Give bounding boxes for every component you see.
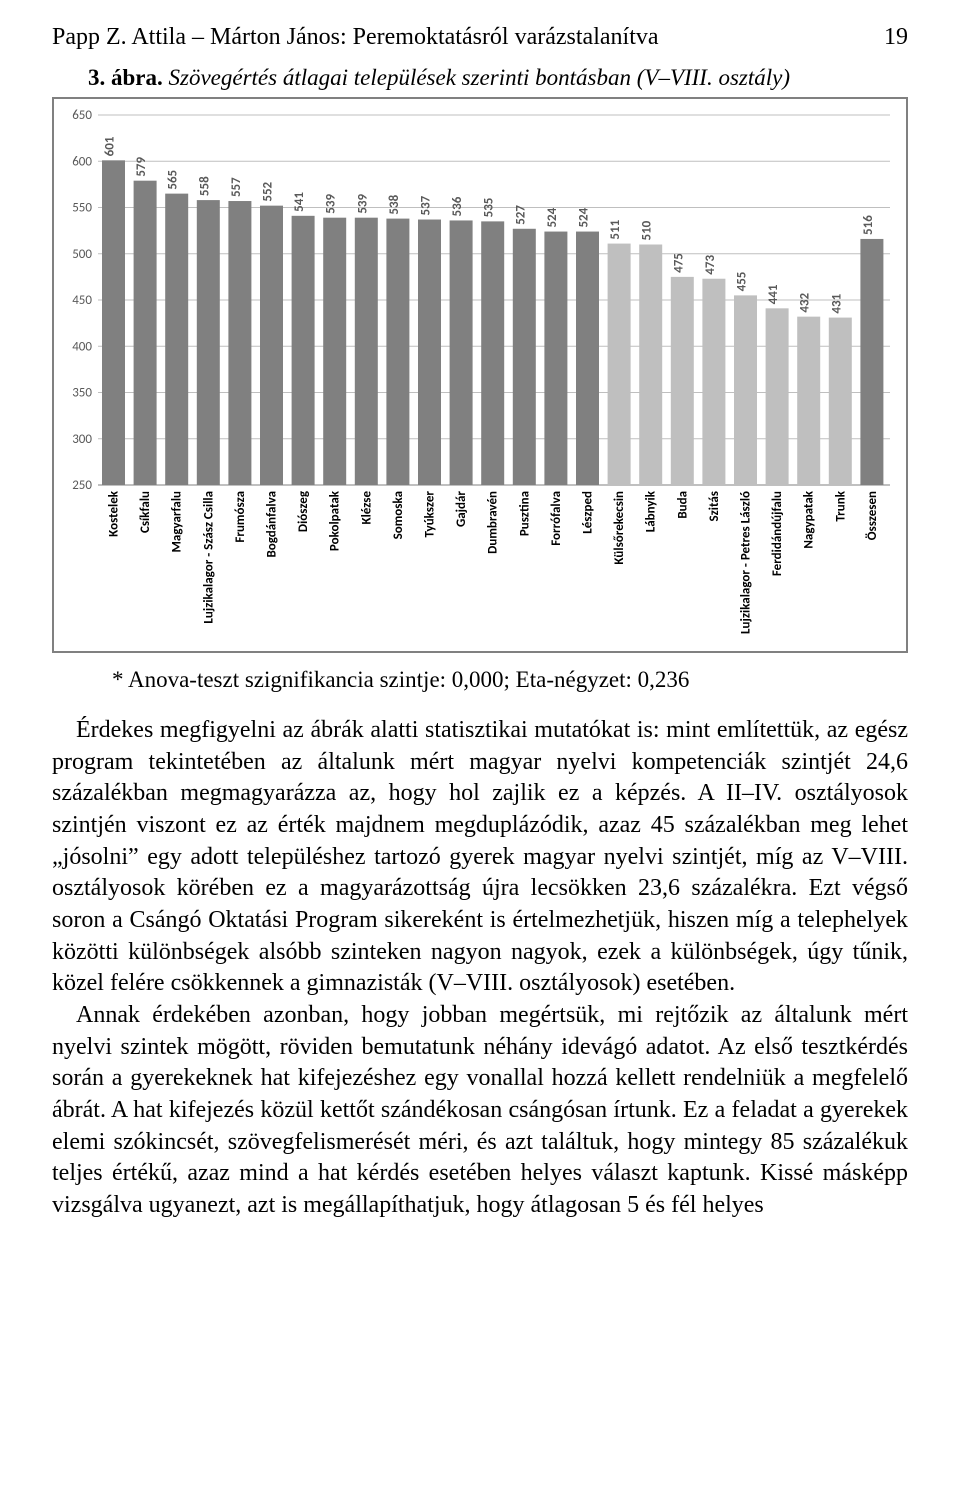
svg-text:Trunk: Trunk: [833, 490, 848, 521]
svg-text:536: 536: [450, 196, 465, 216]
svg-text:511: 511: [608, 219, 623, 239]
svg-text:550: 550: [72, 201, 92, 216]
running-title: Papp Z. Attila – Márton János: Peremokta…: [52, 24, 870, 51]
svg-text:400: 400: [72, 339, 92, 354]
svg-text:Szitás: Szitás: [707, 491, 722, 522]
svg-text:565: 565: [166, 170, 181, 190]
svg-text:Ferdidándújfalu: Ferdidándújfalu: [770, 491, 785, 576]
page-number: 19: [884, 24, 908, 51]
svg-text:Kostelek: Kostelek: [107, 490, 122, 537]
running-head: Papp Z. Attila – Márton János: Peremokta…: [52, 24, 908, 51]
svg-text:537: 537: [419, 195, 434, 215]
svg-text:475: 475: [671, 253, 686, 273]
svg-text:539: 539: [355, 193, 370, 213]
svg-text:601: 601: [103, 136, 118, 156]
svg-text:Összesen: Összesen: [864, 491, 880, 540]
bar-chart: 250 300 350 400 450 500 550 600 650 601 Kostelek 57…: [52, 97, 908, 653]
svg-text:510: 510: [640, 220, 655, 240]
svg-text:Frumósza: Frumósza: [233, 491, 248, 543]
bar-chart-svg: 250 300 350 400 450 500 550 600 650 601 Kostelek 57…: [54, 105, 900, 645]
svg-text:Nagypatak: Nagypatak: [802, 490, 817, 548]
svg-text:473: 473: [703, 255, 718, 275]
svg-text:Külsőrekecsin: Külsőrekecsin: [612, 491, 627, 565]
svg-text:Somoska: Somoska: [391, 491, 406, 539]
svg-text:250: 250: [72, 478, 92, 493]
svg-text:450: 450: [72, 293, 92, 308]
svg-text:Lészped: Lészped: [581, 491, 596, 534]
svg-text:300: 300: [72, 432, 92, 447]
svg-text:579: 579: [134, 156, 149, 176]
svg-text:431: 431: [829, 293, 844, 313]
svg-text:541: 541: [292, 192, 307, 212]
svg-text:558: 558: [197, 176, 212, 196]
svg-text:552: 552: [261, 181, 276, 201]
svg-text:Dumbravén: Dumbravén: [486, 491, 501, 554]
svg-text:441: 441: [766, 284, 781, 304]
svg-text:524: 524: [577, 207, 592, 227]
svg-text:Bogdánfalva: Bogdánfalva: [265, 491, 280, 558]
svg-text:455: 455: [735, 272, 750, 292]
svg-text:Magyarfalu: Magyarfalu: [170, 491, 185, 552]
svg-text:Tyúkszer: Tyúkszer: [423, 491, 438, 538]
svg-text:Csíkfalu: Csíkfalu: [138, 491, 153, 533]
svg-text:Diószeg: Diószeg: [296, 490, 311, 532]
svg-text:650: 650: [72, 108, 92, 123]
svg-text:539: 539: [324, 193, 339, 213]
svg-text:Pusztina: Pusztina: [517, 491, 532, 536]
svg-text:Pokolpatak: Pokolpatak: [328, 490, 343, 551]
svg-text:500: 500: [72, 247, 92, 262]
svg-text:Lábnyik: Lábnyik: [644, 490, 659, 532]
svg-text:Gajdár: Gajdár: [454, 491, 469, 527]
svg-text:516: 516: [861, 215, 876, 235]
svg-text:557: 557: [229, 177, 244, 197]
svg-text:527: 527: [513, 205, 528, 225]
body-paragraph: Annak érdekében azonban, hogy jobban meg…: [52, 1000, 908, 1222]
svg-text:600: 600: [72, 154, 92, 169]
svg-text:535: 535: [482, 198, 497, 218]
body-paragraph: Érdekes megfigyelni az ábrák alatti stat…: [52, 715, 908, 1000]
svg-text:Lujzikalagor - Szász Csilla: Lujzikalagor - Szász Csilla: [201, 491, 216, 624]
svg-text:432: 432: [798, 292, 813, 312]
svg-text:538: 538: [387, 194, 402, 214]
figure-caption: 3. ábra. Szövegértés átlagai települések…: [88, 65, 908, 91]
anova-note: * Anova-teszt szignifikancia szintje: 0,…: [112, 667, 908, 693]
svg-text:524: 524: [545, 207, 560, 227]
svg-text:Klézse: Klézse: [359, 491, 374, 525]
svg-text:Buda: Buda: [675, 491, 690, 519]
svg-text:Forrófalva: Forrófalva: [549, 491, 564, 546]
svg-text:Lujzikalagor - Petres László: Lujzikalagor - Petres László: [739, 491, 754, 634]
svg-text:350: 350: [72, 386, 92, 401]
figure-text: Szövegértés átlagai települések szerinti…: [169, 65, 791, 90]
figure-label: 3. ábra.: [88, 65, 163, 90]
